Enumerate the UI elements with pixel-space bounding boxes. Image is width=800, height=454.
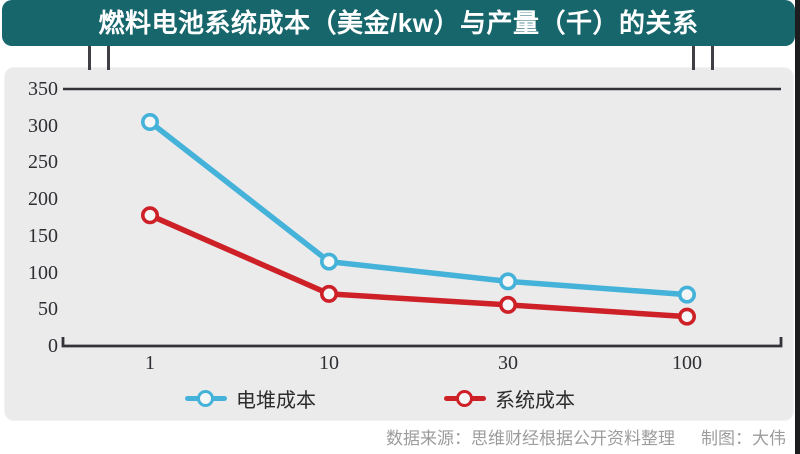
hanger-line: [692, 45, 695, 70]
series-line-0: [147, 119, 690, 298]
credit-text: 制图：大伟: [701, 429, 786, 448]
data-point: [141, 113, 160, 132]
data-source-text: 数据来源：思维财经根据公开资料整理: [386, 429, 675, 448]
y-tick-label: 300: [28, 114, 58, 137]
data-point: [498, 295, 517, 314]
y-tick-label: 100: [28, 261, 58, 284]
y-tick-label: 150: [28, 224, 58, 247]
x-tick-label: 10: [319, 352, 339, 374]
chart-panel: [5, 68, 793, 420]
x-tick-label: 100: [672, 352, 702, 374]
series-line-1: [147, 212, 690, 320]
data-point: [141, 206, 160, 225]
hanger-line: [107, 45, 110, 70]
legend-label: 系统成本: [495, 390, 575, 412]
footer: 数据来源：思维财经根据公开资料整理 制图：大伟: [386, 424, 786, 449]
page-title: 燃料电池系统成本（美金/kw）与产量（千）的关系: [98, 8, 699, 38]
hanger-line: [88, 45, 91, 70]
data-point: [677, 285, 696, 304]
y-tick-label: 250: [28, 151, 58, 174]
x-tick-label: 1: [145, 352, 155, 374]
chart-title-banner: 燃料电池系统成本（美金/kw）与产量（千）的关系: [2, 0, 795, 46]
y-tick-label: 0: [48, 335, 58, 357]
legend-item-1: 系统成本: [444, 384, 575, 413]
legend-item-0: 电堆成本: [185, 384, 316, 413]
legend-marker-icon: [444, 389, 486, 408]
y-tick-label: 350: [28, 78, 58, 100]
hanger-line: [711, 45, 714, 70]
legend-label: 电堆成本: [236, 390, 316, 412]
chart-legend: 电堆成本 系统成本: [0, 384, 760, 413]
data-point: [319, 252, 338, 271]
data-point: [498, 272, 517, 291]
screenshot-right-border: [795, 0, 800, 454]
x-axis-line: [61, 337, 783, 348]
x-tick-label: 30: [498, 352, 518, 374]
data-point: [319, 284, 338, 303]
y-tick-label: 200: [28, 188, 58, 211]
data-point: [677, 307, 696, 326]
legend-marker-icon: [185, 389, 227, 408]
y-tick-label: 50: [38, 298, 58, 321]
